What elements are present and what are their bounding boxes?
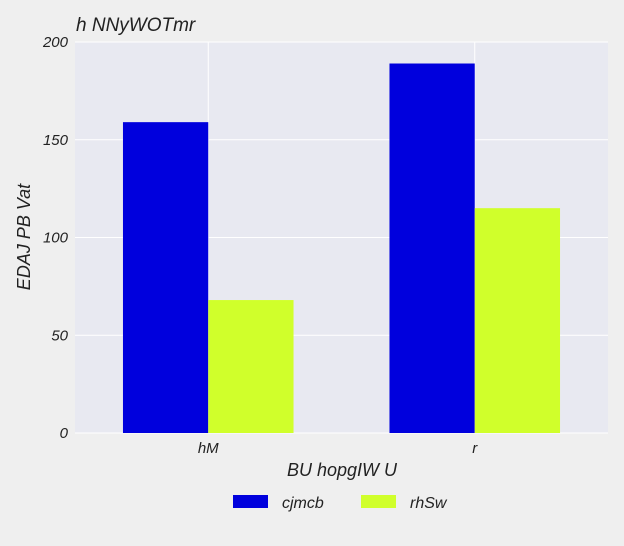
x-tick-label: hM [198, 440, 219, 457]
y-tick-label: 200 [42, 34, 69, 51]
y-tick-label: 150 [43, 132, 69, 149]
bar-cjmcb-hM [122, 122, 209, 433]
bar-cjmcb-r [389, 63, 475, 433]
y-tick-label: 50 [51, 327, 68, 344]
bar-rhSw-r [474, 208, 561, 433]
y-tick-label: 0 [60, 425, 69, 442]
x-axis-label: BU hopgIW U [287, 460, 398, 480]
legend: cjmcb rhSw [233, 495, 448, 512]
bars [122, 63, 561, 433]
legend-label-cjmcb: cjmcb [282, 495, 324, 512]
x-tick-label: r [472, 440, 478, 457]
x-axis-ticks: hM r [198, 440, 478, 457]
bar-rhSw-hM [208, 300, 294, 433]
legend-swatch-rhSw [361, 495, 396, 508]
legend-swatch-cjmcb [233, 495, 268, 508]
chart-title: h NNyWOTmr [76, 15, 196, 36]
y-axis-label: EDAJ PB Vat [14, 183, 34, 290]
legend-label-rhSw: rhSw [410, 495, 448, 512]
y-tick-label: 100 [43, 230, 69, 247]
y-axis-ticks: 0 50 100 150 200 [42, 34, 69, 442]
